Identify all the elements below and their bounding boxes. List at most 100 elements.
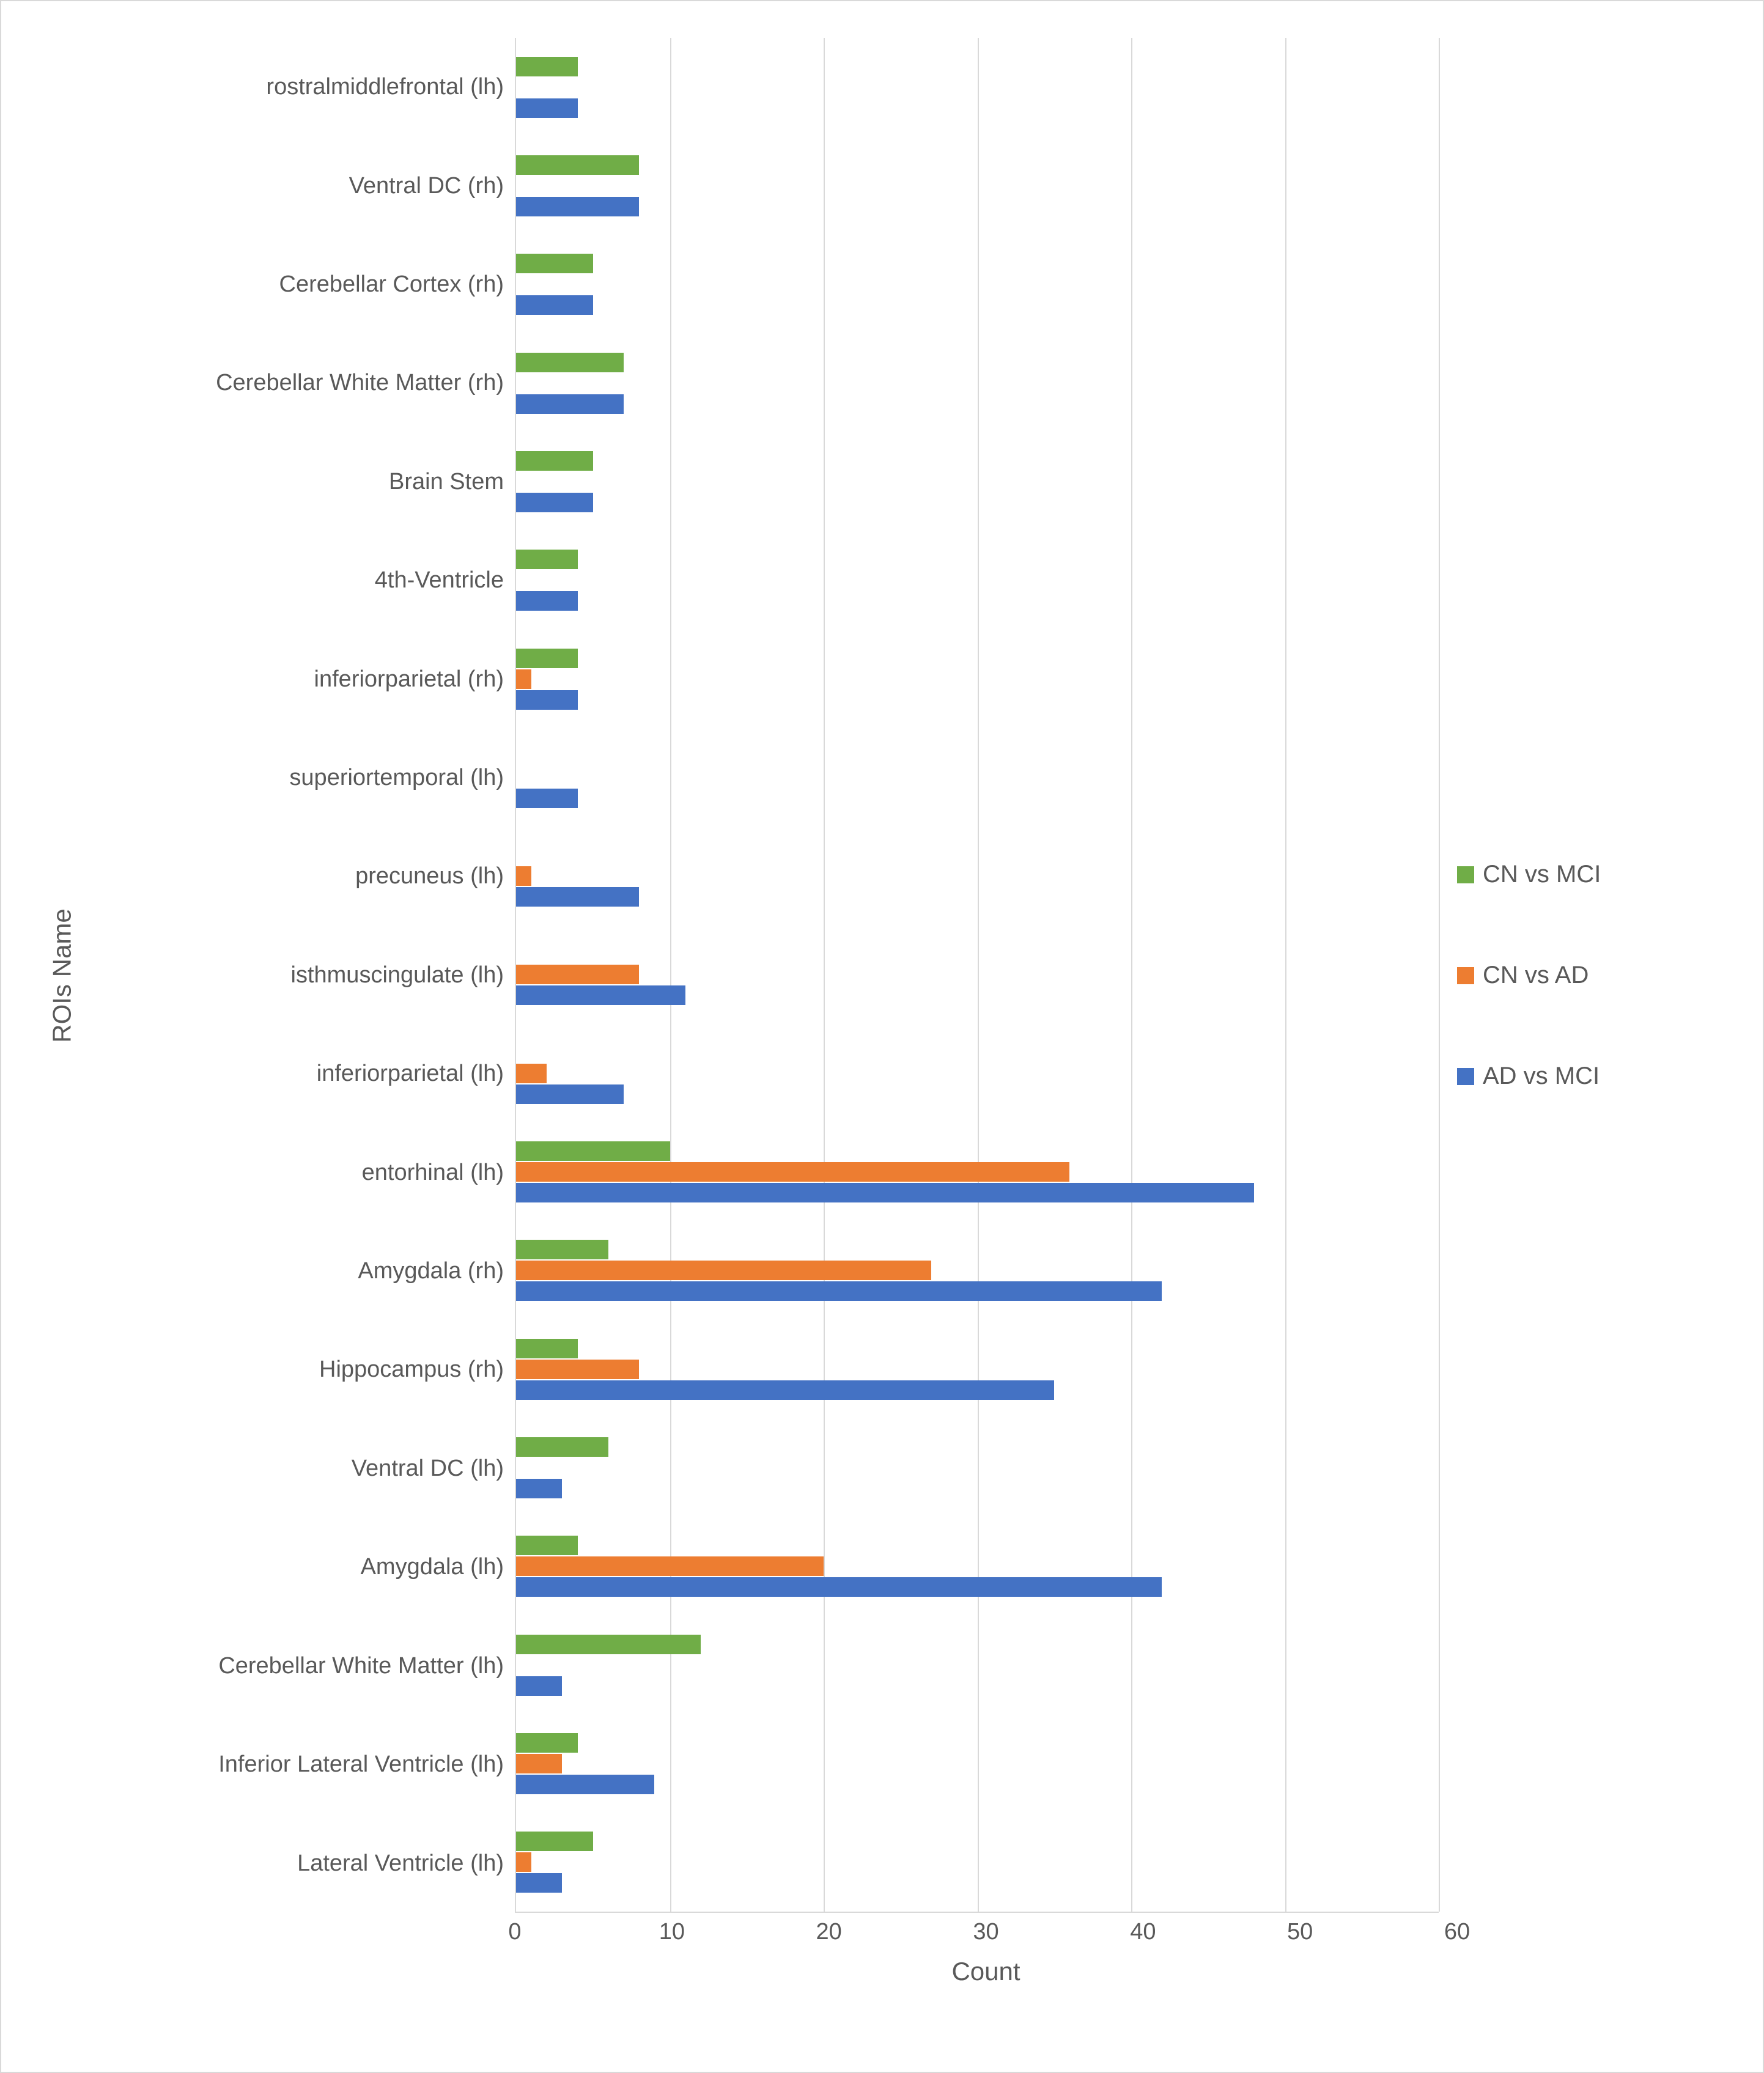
x-tick-label: 20	[816, 1919, 842, 1945]
legend-item: CN vs AD	[1457, 962, 1714, 989]
category-label: Cerebellar Cortex (rh)	[279, 271, 504, 298]
category-group	[516, 1339, 1439, 1400]
category-group	[516, 747, 1439, 808]
category-group	[516, 57, 1439, 118]
category-group	[516, 649, 1439, 710]
category-group	[516, 1536, 1439, 1597]
category-label: inferiorparietal (rh)	[314, 666, 504, 693]
category-group	[516, 1437, 1439, 1498]
category-label: Lateral Ventricle (lh)	[297, 1850, 504, 1877]
category-group	[516, 254, 1439, 315]
bar	[516, 1676, 562, 1696]
category-group	[516, 1635, 1439, 1696]
bar	[516, 1360, 639, 1379]
chart-inner: ROIs Name rostralmiddlefrontal (lh)Ventr…	[38, 38, 1714, 2035]
bar	[516, 1240, 608, 1259]
bar	[516, 1261, 931, 1280]
bar	[516, 1339, 578, 1358]
x-tick-label: 10	[659, 1919, 685, 1945]
category-group	[516, 1240, 1439, 1301]
bar	[516, 98, 578, 118]
legend-label: AD vs MCI	[1483, 1062, 1600, 1090]
chart-container: ROIs Name rostralmiddlefrontal (lh)Ventr…	[0, 0, 1764, 2073]
bar	[516, 197, 639, 216]
legend-swatch	[1457, 866, 1474, 883]
category-label: superiortemporal (lh)	[289, 765, 504, 791]
bar	[516, 669, 531, 689]
bar	[516, 353, 624, 372]
legend-item: AD vs MCI	[1457, 1062, 1714, 1090]
bar	[516, 1183, 1254, 1202]
category-label: precuneus (lh)	[355, 863, 504, 889]
category-label: entorhinal (lh)	[362, 1160, 504, 1186]
bar	[516, 1281, 1162, 1301]
category-group	[516, 944, 1439, 1005]
x-axis-title: Count	[515, 1957, 1457, 1986]
legend-label: CN vs MCI	[1483, 861, 1601, 888]
bar	[516, 1556, 824, 1576]
chart-top-row: ROIs Name rostralmiddlefrontal (lh)Ventr…	[38, 38, 1714, 1913]
plot-area	[515, 38, 1439, 1913]
x-tick-label: 60	[1444, 1919, 1470, 1945]
bar	[516, 1437, 608, 1457]
category-label: isthmuscingulate (lh)	[291, 962, 504, 989]
bar	[516, 649, 578, 668]
category-label: Hippocampus (rh)	[319, 1357, 504, 1383]
bar	[516, 1141, 670, 1161]
category-label: Cerebellar White Matter (lh)	[218, 1653, 504, 1679]
gridline	[1439, 38, 1440, 1912]
legend-swatch	[1457, 967, 1474, 984]
bar	[516, 155, 639, 175]
category-label: Cerebellar White Matter (rh)	[216, 370, 504, 396]
plot-column: rostralmiddlefrontal (lh)Ventral DC (rh)…	[87, 38, 1714, 1913]
category-group	[516, 1043, 1439, 1104]
bar	[516, 1852, 531, 1872]
category-group	[516, 1141, 1439, 1202]
plot-and-legend: CN vs MCI CN vs AD AD vs MCI	[515, 38, 1714, 1913]
bar	[516, 1536, 578, 1555]
category-group	[516, 451, 1439, 512]
bar	[516, 1733, 578, 1753]
bar	[516, 394, 624, 414]
x-tick-label: 0	[508, 1919, 521, 1945]
category-label: Ventral DC (rh)	[349, 173, 504, 199]
x-axis-ticks: 0102030405060	[515, 1913, 1457, 1957]
bar	[516, 1775, 654, 1794]
bar	[516, 451, 593, 471]
category-group	[516, 845, 1439, 907]
bar	[516, 1577, 1162, 1597]
bar	[516, 985, 685, 1005]
bar	[516, 1832, 593, 1851]
bar	[516, 254, 593, 273]
x-tick-label: 30	[973, 1919, 998, 1945]
bar	[516, 493, 593, 512]
legend-item: CN vs MCI	[1457, 861, 1714, 888]
bar	[516, 1479, 562, 1498]
bar	[516, 591, 578, 611]
bar	[516, 866, 531, 886]
y-axis-title-wrap: ROIs Name	[38, 38, 87, 1913]
bar	[516, 965, 639, 984]
bar	[516, 690, 578, 710]
bar	[516, 1635, 701, 1654]
category-group	[516, 1832, 1439, 1893]
y-axis-title: ROIs Name	[48, 908, 77, 1042]
category-labels: rostralmiddlefrontal (lh)Ventral DC (rh)…	[87, 38, 515, 1913]
category-label: inferiorparietal (lh)	[317, 1061, 504, 1087]
bar	[516, 1754, 562, 1773]
x-tick-label: 40	[1130, 1919, 1156, 1945]
category-group	[516, 550, 1439, 611]
chart-bottom-row: 0102030405060 Count	[38, 1913, 1714, 2035]
bar	[516, 550, 578, 569]
legend-label: CN vs AD	[1483, 962, 1589, 989]
bar	[516, 1084, 624, 1104]
legend: CN vs MCI CN vs AD AD vs MCI	[1439, 38, 1714, 1913]
bar	[516, 295, 593, 315]
legend-swatch	[1457, 1068, 1474, 1085]
bar	[516, 1873, 562, 1893]
bar	[516, 1064, 547, 1083]
category-label: Brain Stem	[389, 469, 504, 495]
category-label: 4th-Ventricle	[375, 567, 504, 594]
bar	[516, 1162, 1069, 1182]
category-group	[516, 155, 1439, 216]
